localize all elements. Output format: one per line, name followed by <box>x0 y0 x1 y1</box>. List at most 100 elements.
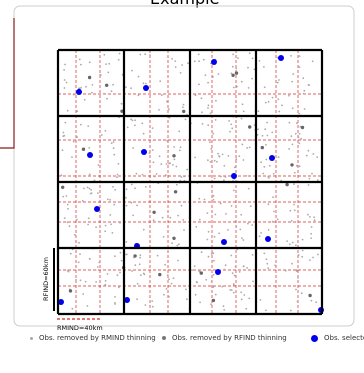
rmind-removed-point <box>193 265 196 267</box>
rmind-removed-point <box>200 97 203 100</box>
rmind-removed-point <box>141 173 144 176</box>
rmind-removed-point <box>66 109 69 112</box>
rmind-removed-point <box>263 66 265 68</box>
rmind-removed-point <box>262 172 265 175</box>
rmind-removed-point <box>290 135 293 138</box>
rmind-removed-point <box>125 241 128 243</box>
rmind-removed-point <box>194 94 197 97</box>
rmind-removed-point <box>90 91 93 94</box>
rmind-removed-point <box>243 294 246 296</box>
legend-label: Obs. removed by RMIND thinning <box>39 334 156 342</box>
rmind-removed-point <box>240 80 243 83</box>
rmind-removed-point <box>85 85 87 88</box>
rmind-removed-point <box>87 217 90 220</box>
rfind-removed-point <box>120 109 124 113</box>
rmind-removed-point <box>293 209 296 212</box>
rfind-removed-point <box>290 163 294 167</box>
rmind-removed-point <box>301 238 304 241</box>
rfind-removed-point <box>87 75 92 80</box>
rmind-removed-point <box>164 263 167 266</box>
rmind-removed-point <box>207 104 210 107</box>
rmind-removed-point <box>251 224 254 226</box>
rmind-removed-point <box>152 219 155 222</box>
rmind-removed-point <box>108 62 111 65</box>
rmind-removed-point <box>162 236 165 238</box>
rmind-removed-point <box>117 162 120 165</box>
rmind-removed-point <box>292 73 295 75</box>
selected-point <box>141 149 147 155</box>
rmind-removed-point <box>83 98 86 101</box>
rfind-removed-point <box>133 254 137 258</box>
rmind-removed-point <box>263 252 266 255</box>
rmind-removed-point <box>125 253 128 256</box>
selected-point <box>215 269 221 275</box>
rmind-removed-point <box>169 216 172 219</box>
rmind-removed-point <box>135 172 138 175</box>
rmind-removed-point <box>300 137 303 140</box>
rmind-removed-point <box>126 126 129 129</box>
rmind-removed-point <box>136 204 139 207</box>
rmind-removed-point <box>230 289 233 291</box>
rmind-removed-point <box>267 177 270 179</box>
rmind-removed-point <box>272 172 275 175</box>
rmind-removed-point <box>67 207 69 210</box>
observation-points <box>58 52 324 313</box>
rmind-removed-point <box>151 305 154 308</box>
rmind-removed-point <box>86 305 89 307</box>
rmind-removed-point <box>298 112 301 115</box>
rmind-removed-point <box>178 243 180 246</box>
rmind-removed-point <box>114 188 117 191</box>
rmind-removed-point <box>110 142 113 145</box>
rmind-removed-point <box>264 101 267 104</box>
rmind-removed-point <box>248 52 251 55</box>
rmind-removed-point <box>260 232 262 234</box>
rmind-removed-point <box>288 148 290 150</box>
rmind-removed-point <box>240 213 243 216</box>
rmind-removed-point <box>223 309 226 311</box>
rmind-removed-point <box>195 225 198 228</box>
rmind-removed-point <box>95 281 97 283</box>
rmind-removed-point <box>235 67 238 70</box>
rmind-removed-point <box>231 127 234 130</box>
rmind-removed-point <box>138 263 141 266</box>
rmind-removed-point <box>114 296 116 298</box>
rmind-removed-point <box>295 164 298 167</box>
rmind-removed-point <box>273 210 275 213</box>
rfind-removed-point <box>248 125 252 129</box>
rmind-removed-point <box>80 63 82 66</box>
rmind-removed-point <box>119 221 121 224</box>
rmind-removed-point <box>206 238 209 241</box>
rmind-removed-point <box>313 216 315 219</box>
rmind-removed-point <box>125 86 127 89</box>
rmind-removed-point <box>288 121 291 124</box>
rmind-removed-point <box>79 253 81 256</box>
rmind-removed-point <box>290 55 292 57</box>
rmind-removed-point <box>99 74 101 76</box>
rmind-removed-point <box>212 273 215 276</box>
selected-point <box>76 89 82 95</box>
rmind-removed-point <box>65 195 68 197</box>
rmind-removed-point <box>286 240 288 243</box>
rmind-removed-point <box>181 64 184 66</box>
rmind-removed-point <box>232 189 235 192</box>
rmind-removed-point <box>313 219 316 222</box>
rmind-removed-point <box>180 176 183 179</box>
rmind-removed-point <box>267 100 270 103</box>
rmind-removed-point <box>112 186 114 188</box>
rmind-removed-point <box>278 110 281 113</box>
rmind-removed-point <box>289 309 292 312</box>
rmind-removed-point <box>293 171 296 174</box>
rmind-removed-point <box>213 159 216 162</box>
rmind-removed-point <box>207 230 210 233</box>
rmind-removed-point <box>291 241 294 244</box>
rmind-removed-point <box>239 228 242 231</box>
rmind-removed-point <box>160 163 163 166</box>
rmind-removed-point <box>167 149 170 152</box>
rmind-removed-point <box>296 122 298 125</box>
rfind-grid <box>56 48 324 316</box>
rfind-removed-point <box>172 154 176 158</box>
rmind-removed-point <box>174 60 177 62</box>
rmind-removed-point <box>297 136 300 139</box>
rmind-removed-point <box>266 121 268 124</box>
rmind-removed-point <box>191 269 193 271</box>
